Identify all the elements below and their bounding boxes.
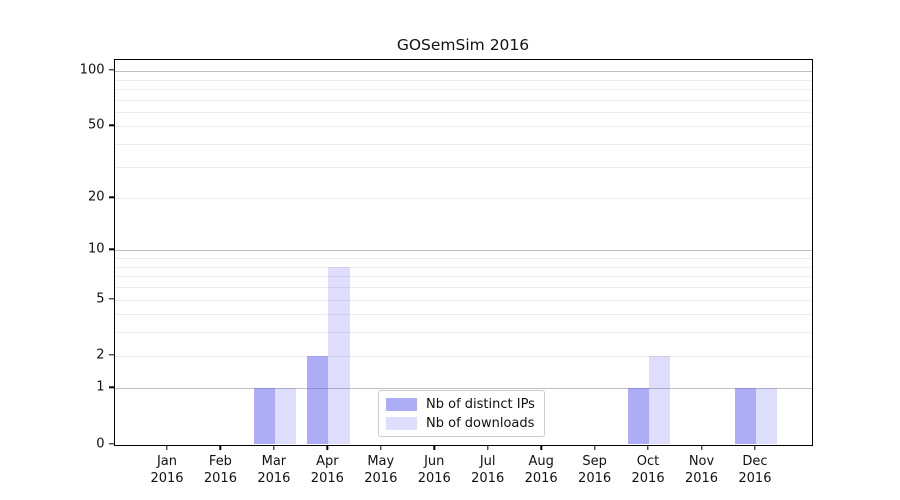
y-tick-mark [108, 248, 114, 251]
y-gridline-minor [114, 144, 812, 146]
x-tick-mark [754, 445, 756, 450]
x-tick-label: Feb 2016 [190, 453, 250, 487]
y-gridline-minor [114, 287, 812, 289]
y-gridline-minor [114, 355, 812, 357]
y-gridline-minor [114, 332, 812, 334]
x-tick-mark [433, 445, 435, 450]
bar-distinct-ips [627, 388, 650, 445]
bar-distinct-ips [253, 388, 275, 445]
x-tick-year: 2016 [471, 470, 505, 486]
bar-distinct-ips [734, 388, 756, 445]
legend-swatch-distinct-ips [386, 397, 417, 411]
y-gridline-minor [114, 88, 812, 90]
y-tick-label: 1 [96, 379, 105, 395]
x-tick-label: Jul 2016 [458, 453, 518, 487]
x-tick-year: 2016 [524, 470, 558, 486]
y-tick-label: 10 [87, 241, 105, 257]
y-tick-mark [108, 196, 114, 198]
x-tick-label: Apr 2016 [297, 453, 357, 487]
y-gridline-minor [114, 266, 812, 268]
x-tick-mark [219, 445, 222, 450]
legend-swatch-downloads [386, 416, 417, 430]
x-tick-label: Aug 2016 [511, 453, 571, 487]
legend-label-distinct-ips: Nb of distinct IPs [426, 396, 535, 412]
y-gridline-minor [114, 198, 812, 200]
x-tick-year: 2016 [150, 470, 184, 486]
legend-row-downloads: Nb of downloads [386, 416, 544, 431]
bar-downloads [328, 266, 350, 445]
legend-label-downloads: Nb of downloads [426, 415, 535, 431]
y-gridline-minor [114, 276, 812, 278]
plot-area [113, 59, 813, 446]
y-tick-mark [108, 386, 114, 389]
x-tick-mark [380, 445, 382, 450]
x-tick-year: 2016 [738, 470, 772, 486]
x-tick-year: 2016 [578, 470, 612, 486]
x-tick-year: 2016 [364, 470, 398, 486]
y-tick-label: 100 [79, 62, 105, 78]
x-tick-year: 2016 [417, 470, 451, 486]
y-gridline-minor [114, 314, 812, 316]
x-tick-label: Mar 2016 [244, 453, 304, 487]
x-tick-mark [273, 445, 275, 450]
x-tick-mark [326, 445, 329, 450]
x-tick-mark [700, 445, 703, 450]
y-gridline-minor [114, 79, 812, 81]
x-tick-mark [486, 445, 489, 450]
x-tick-label: May 2016 [351, 453, 411, 487]
bar-downloads [649, 355, 671, 445]
x-tick-year: 2016 [310, 470, 344, 486]
y-tick-label: 0 [96, 436, 105, 451]
x-tick-mark [593, 445, 596, 450]
x-tick-mark [647, 445, 649, 450]
y-tick-mark [108, 69, 114, 71]
x-tick-year: 2016 [631, 470, 665, 486]
y-gridline-minor [114, 166, 812, 168]
x-tick-year: 2016 [257, 470, 291, 486]
x-tick-label: Dec 2016 [725, 453, 785, 487]
y-gridline-major [114, 250, 812, 252]
x-tick-label: Sep 2016 [565, 453, 625, 487]
y-tick-mark [108, 353, 114, 356]
y-gridline-minor [114, 299, 812, 301]
x-tick-mark [166, 445, 168, 450]
y-tick-label: 50 [87, 117, 105, 133]
y-gridline-minor [114, 99, 812, 101]
y-tick-mark [108, 442, 114, 445]
x-tick-label: Nov 2016 [672, 453, 732, 487]
y-tick-mark [108, 297, 114, 300]
bar-distinct-ips [306, 355, 329, 445]
legend-row-distinct-ips: Nb of distinct IPs [386, 397, 544, 412]
legend: Nb of distinct IPs Nb of downloads [378, 390, 545, 437]
x-tick-label: Jan 2016 [137, 453, 197, 487]
chart-title: GOSemSim 2016 [396, 36, 530, 54]
y-gridline-major [114, 388, 812, 390]
x-tick-year: 2016 [684, 470, 719, 486]
x-tick-year: 2016 [203, 470, 237, 486]
y-tick-mark [108, 124, 114, 127]
y-tick-label: 2 [96, 347, 105, 363]
y-gridline-minor [114, 111, 812, 113]
bar-downloads [274, 388, 297, 445]
x-tick-mark [540, 445, 542, 450]
y-gridline-major [114, 71, 812, 73]
y-gridline-minor [114, 126, 812, 128]
bar-downloads [755, 388, 778, 445]
y-gridline-minor [114, 258, 812, 260]
y-tick-label: 20 [87, 189, 105, 205]
y-tick-label: 5 [96, 291, 105, 307]
x-tick-label: Oct 2016 [618, 453, 678, 487]
x-tick-label: Jun 2016 [404, 453, 464, 487]
